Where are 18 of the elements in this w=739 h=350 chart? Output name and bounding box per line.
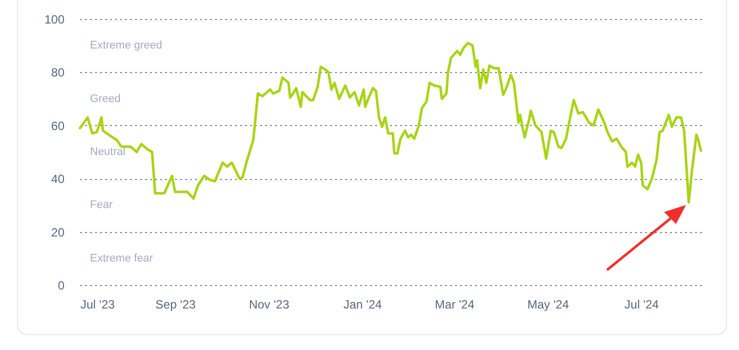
y-tick-label: 40 xyxy=(51,172,65,186)
y-tick-label: 20 xyxy=(51,225,65,240)
annotation: Fear xyxy=(90,199,113,212)
annotation: Extreme greed xyxy=(90,40,162,52)
y-tick-label: 80 xyxy=(51,66,65,80)
y-tick-label: 100 xyxy=(44,12,65,26)
x-tick-label: Jan '24 xyxy=(343,298,382,312)
annotation: Neutral xyxy=(90,146,126,158)
annotation: Greed xyxy=(90,92,121,105)
y-tick-label: 60 xyxy=(51,118,65,133)
y-tick-label: 0 xyxy=(58,278,65,292)
annotation: Extreme fear xyxy=(90,252,154,264)
x-tick-label: Nov '23 xyxy=(248,298,290,312)
x-tick-label: Jul '24 xyxy=(624,298,660,312)
x-tick-label: May '24 xyxy=(527,298,570,312)
x-tick-label: Sep '23 xyxy=(155,298,196,312)
x-tick-label: Jul '23 xyxy=(80,298,116,312)
x-tick-label: Mar '24 xyxy=(434,298,475,312)
